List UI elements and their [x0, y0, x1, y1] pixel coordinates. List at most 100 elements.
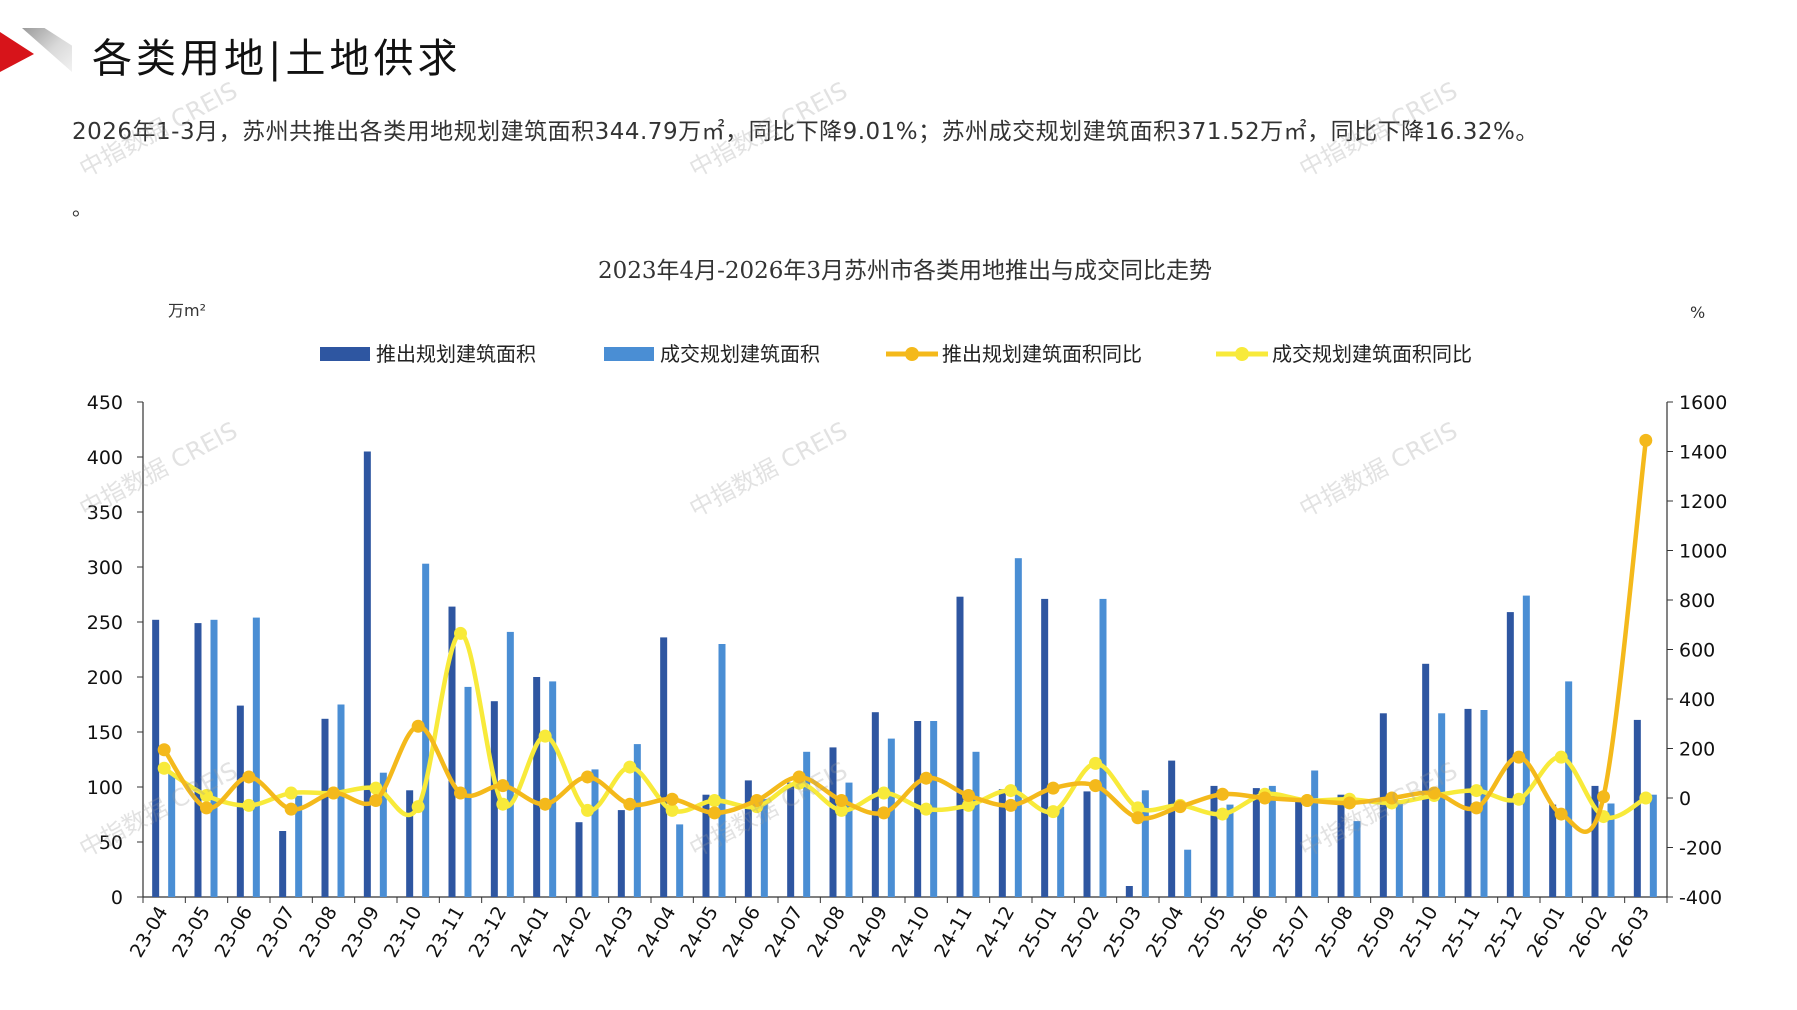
y-right-tick-label: 1600 [1679, 392, 1727, 414]
deal-yoy-point [1046, 805, 1060, 819]
bar-supply [1422, 663, 1430, 897]
x-tick-label: 24-09 [846, 903, 893, 962]
bar-supply [1210, 785, 1218, 897]
bar-supply [236, 705, 244, 897]
bar-deal [1311, 770, 1319, 897]
bar-deal [1226, 804, 1234, 897]
bar-supply [406, 790, 414, 897]
y-right-tick-label: 600 [1679, 640, 1715, 662]
bar-deal [845, 782, 853, 897]
bar-supply [914, 721, 922, 897]
y-right-tick-label: 800 [1679, 590, 1715, 612]
brand-red-mark-icon [0, 32, 34, 72]
supply-yoy-point [665, 792, 679, 806]
bar-deal [1353, 821, 1361, 897]
bar-deal [379, 772, 387, 897]
deal-yoy-point [157, 761, 171, 775]
bar-supply [1295, 798, 1303, 897]
bar-deal [1099, 598, 1107, 897]
deal-yoy-point [665, 803, 679, 817]
supply-yoy-point [1639, 433, 1653, 447]
bar-supply [575, 822, 583, 897]
bar-supply [998, 789, 1006, 897]
legend-marker-3 [1235, 347, 1249, 361]
bar-deal [337, 704, 345, 897]
y-left-tick-label: 200 [87, 667, 123, 689]
supply-yoy-point [919, 771, 933, 785]
supply-yoy-point [1046, 781, 1060, 795]
x-tick-label: 24-10 [888, 903, 935, 962]
bar-supply [1591, 785, 1599, 897]
x-tick-label: 25-03 [1100, 903, 1147, 962]
x-tick-label: 24-02 [549, 903, 596, 962]
supply-yoy-point [496, 779, 510, 793]
deal-yoy-point [1216, 807, 1229, 821]
deal-yoy-point [411, 800, 425, 814]
y-left-tick-label: 250 [87, 612, 123, 634]
legend-label-2: 推出规划建筑面积同比 [942, 342, 1142, 366]
x-tick-label: 25-01 [1015, 903, 1062, 962]
x-tick-label: 25-07 [1269, 903, 1316, 962]
bar-supply [617, 810, 625, 897]
x-tick-label: 25-09 [1354, 903, 1401, 962]
bar-deal [760, 799, 768, 897]
bar-supply [1041, 598, 1049, 897]
supply-yoy-point [877, 806, 891, 820]
deal-yoy-point [877, 786, 891, 800]
bar-deal [252, 617, 260, 897]
y-right-unit: % [1690, 303, 1705, 322]
x-tick-label: 25-06 [1227, 903, 1274, 962]
supply-yoy-point [327, 786, 340, 800]
deal-yoy-point [454, 626, 467, 640]
bar-deal [718, 644, 726, 897]
supply-yoy-point [1216, 787, 1229, 801]
bar-deal [549, 681, 557, 897]
bar-deal [1522, 595, 1530, 897]
supply-yoy-point [284, 802, 298, 816]
deal-yoy-point [919, 802, 933, 816]
y-right-tick-label: 1200 [1679, 491, 1727, 513]
deal-yoy-point [623, 760, 637, 774]
intro-bullet: 。 [72, 196, 92, 220]
deal-yoy-point [1512, 792, 1526, 806]
supply-yoy-point [1597, 790, 1610, 804]
bar-supply [787, 782, 795, 897]
deal-yoy-point [242, 798, 256, 812]
y-right-tick-label: -400 [1679, 887, 1722, 909]
y-left-tick-label: 450 [87, 392, 123, 414]
supply-yoy-point [1470, 801, 1483, 815]
deal-yoy-point [962, 798, 975, 812]
bar-supply [829, 747, 837, 897]
y-left-tick-label: 350 [87, 502, 123, 524]
deal-yoy-point [1639, 791, 1653, 805]
y-left-tick-label: 400 [87, 447, 123, 469]
bar-supply [321, 718, 329, 897]
supply-yoy-point [750, 793, 764, 807]
bar-supply [363, 451, 371, 897]
page-title: 各类用地|土地供求 [92, 36, 462, 82]
x-tick-label: 25-04 [1142, 903, 1189, 962]
bar-supply [1549, 804, 1557, 897]
legend-label-1: 成交规划建筑面积 [660, 342, 820, 366]
bar-supply [490, 701, 498, 897]
supply-yoy-point [962, 789, 975, 803]
x-tick-label: 25-12 [1481, 903, 1528, 962]
supply-yoy-point [157, 743, 171, 757]
deal-yoy-point [369, 781, 383, 795]
bar-deal [295, 795, 303, 897]
supply-yoy-point [835, 793, 848, 807]
deal-yoy-point [496, 797, 510, 811]
bar-supply [1464, 708, 1472, 897]
y-right-tick-label: 400 [1679, 689, 1715, 711]
bar-deal [1057, 806, 1065, 897]
y-right-tick-label: 1400 [1679, 442, 1727, 464]
supply-yoy-point [242, 770, 256, 784]
supply-yoy-point [538, 797, 552, 811]
bar-supply [1168, 760, 1176, 897]
bar-deal [506, 631, 514, 897]
bar-supply [194, 623, 202, 897]
supply-yoy-point [200, 801, 213, 815]
bar-deal [1268, 785, 1276, 897]
chart-title: 2023年4月-2026年3月苏州市各类用地推出与成交同比走势 [598, 258, 1212, 284]
